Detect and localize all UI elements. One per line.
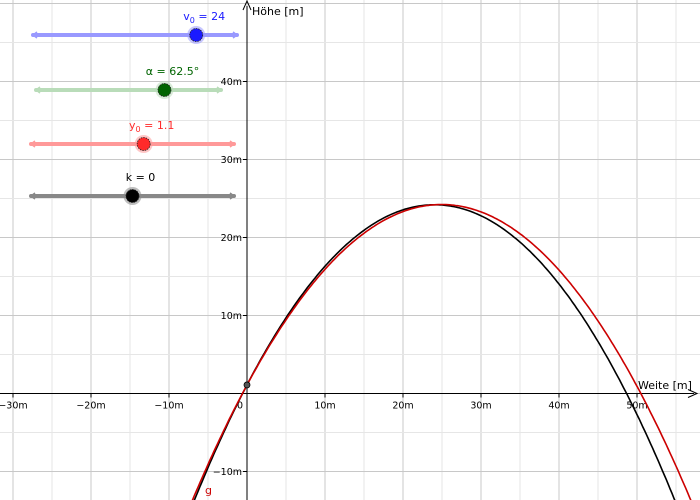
y-tick-label: 20m — [221, 233, 242, 244]
launch-point[interactable] — [243, 381, 251, 389]
trajectory-curves: g — [191, 203, 697, 500]
slider-knob[interactable] — [157, 83, 172, 97]
y-tick-label: 40m — [221, 77, 242, 88]
slider-arrow-left — [29, 192, 36, 200]
slider-label: α = 62.5° — [146, 65, 199, 78]
x-tick-label: 30m — [470, 401, 491, 412]
slider-label: y0 = 1.1 — [129, 119, 174, 134]
x-tick-label: 0 — [237, 401, 243, 412]
slider-arrow-left — [34, 86, 41, 94]
x-tick-label: −10m — [154, 401, 183, 412]
slider-knob[interactable] — [136, 137, 151, 151]
slider-knob[interactable] — [189, 28, 204, 42]
curve-label-g: g — [205, 484, 212, 497]
slider-y0[interactable]: y0 = 1.1 — [29, 119, 236, 153]
slider-arrow-right — [229, 192, 236, 200]
slider-arrow-left — [31, 31, 38, 39]
x-tick-label: −20m — [76, 401, 105, 412]
x-tick-label: 40m — [548, 401, 569, 412]
x-axis-label: Weite [m] — [638, 379, 692, 392]
y-tick-label: 10m — [221, 311, 242, 322]
x-tick-label: 50m — [626, 401, 647, 412]
slider-panel: v0 = 24 α = 62.5° y0 = 1.1 k = 0 — [29, 10, 239, 205]
y-axis-label: Höhe [m] — [252, 5, 304, 18]
y-tick-label: −10m — [213, 467, 242, 478]
slider-knob[interactable] — [125, 189, 140, 203]
slider-v0[interactable]: v0 = 24 — [31, 10, 239, 44]
slider-label: v0 = 24 — [183, 10, 225, 25]
slider-arrow-right — [232, 31, 239, 39]
slider-label: k = 0 — [126, 171, 156, 184]
slider-alpha[interactable]: α = 62.5° — [34, 65, 223, 99]
x-axis-arrow — [687, 389, 699, 398]
x-tick-label: 20m — [392, 401, 413, 412]
slider-k[interactable]: k = 0 — [29, 171, 236, 205]
slider-arrow-right — [229, 140, 236, 148]
slider-arrow-right — [216, 86, 223, 94]
drag-trajectory[interactable] — [191, 203, 697, 500]
y-axis-arrow — [242, 0, 252, 11]
slider-arrow-left — [29, 140, 36, 148]
y-tick-label: 30m — [221, 155, 242, 166]
x-tick-label: −30m — [0, 401, 28, 412]
x-tick-label: 10m — [314, 401, 335, 412]
tick-labels: −30m −20m −10m 0 10m 20m 30m 40m 50m −10m 10m 20m 30… — [0, 77, 648, 478]
